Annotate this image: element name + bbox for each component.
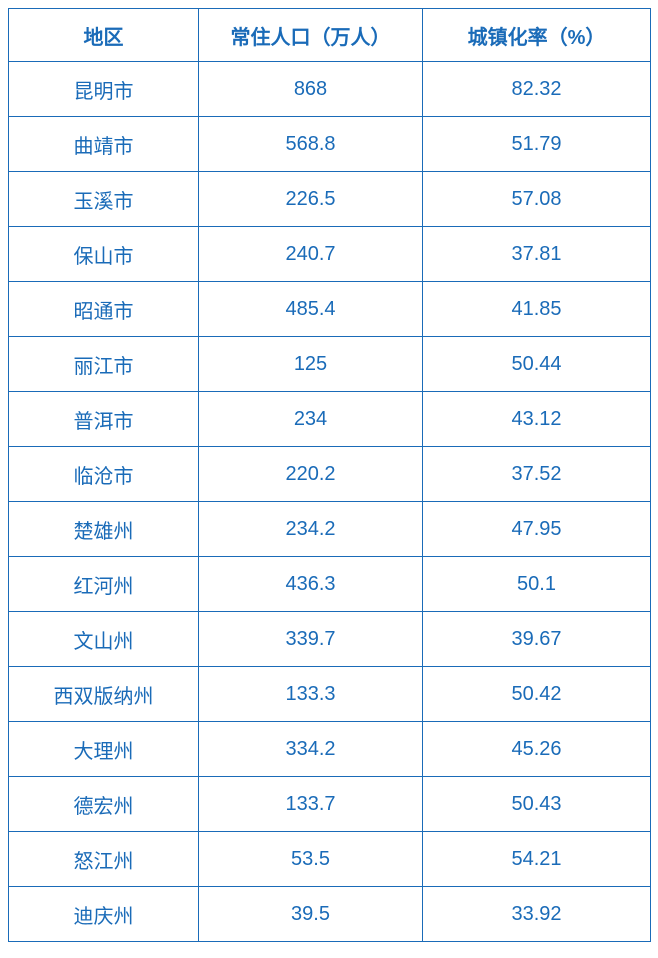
- table-header-row: 地区 常住人口（万人） 城镇化率（%）: [9, 9, 651, 62]
- table-row: 昆明市 868 82.32: [9, 62, 651, 117]
- cell-region: 德宏州: [9, 777, 199, 832]
- cell-urbanization: 51.79: [423, 117, 651, 172]
- table-row: 丽江市 125 50.44: [9, 337, 651, 392]
- cell-region: 临沧市: [9, 447, 199, 502]
- cell-urbanization: 57.08: [423, 172, 651, 227]
- cell-region: 昆明市: [9, 62, 199, 117]
- cell-urbanization: 37.81: [423, 227, 651, 282]
- table-row: 玉溪市 226.5 57.08: [9, 172, 651, 227]
- cell-population: 53.5: [199, 832, 423, 887]
- table-row: 迪庆州 39.5 33.92: [9, 887, 651, 942]
- table-row: 大理州 334.2 45.26: [9, 722, 651, 777]
- cell-region: 丽江市: [9, 337, 199, 392]
- table-row: 楚雄州 234.2 47.95: [9, 502, 651, 557]
- cell-population: 436.3: [199, 557, 423, 612]
- cell-urbanization: 37.52: [423, 447, 651, 502]
- cell-region: 文山州: [9, 612, 199, 667]
- cell-population: 234: [199, 392, 423, 447]
- cell-urbanization: 41.85: [423, 282, 651, 337]
- cell-region: 保山市: [9, 227, 199, 282]
- cell-population: 125: [199, 337, 423, 392]
- cell-population: 868: [199, 62, 423, 117]
- cell-population: 133.7: [199, 777, 423, 832]
- cell-region: 西双版纳州: [9, 667, 199, 722]
- cell-population: 234.2: [199, 502, 423, 557]
- table-row: 红河州 436.3 50.1: [9, 557, 651, 612]
- col-header-urbanization: 城镇化率（%）: [423, 9, 651, 62]
- cell-population: 220.2: [199, 447, 423, 502]
- cell-urbanization: 82.32: [423, 62, 651, 117]
- table-row: 曲靖市 568.8 51.79: [9, 117, 651, 172]
- cell-region: 普洱市: [9, 392, 199, 447]
- cell-region: 楚雄州: [9, 502, 199, 557]
- cell-urbanization: 47.95: [423, 502, 651, 557]
- cell-population: 334.2: [199, 722, 423, 777]
- table-row: 普洱市 234 43.12: [9, 392, 651, 447]
- cell-population: 133.3: [199, 667, 423, 722]
- cell-population: 485.4: [199, 282, 423, 337]
- table-row: 临沧市 220.2 37.52: [9, 447, 651, 502]
- table-row: 德宏州 133.7 50.43: [9, 777, 651, 832]
- cell-region: 玉溪市: [9, 172, 199, 227]
- table-row: 怒江州 53.5 54.21: [9, 832, 651, 887]
- table-row: 保山市 240.7 37.81: [9, 227, 651, 282]
- cell-urbanization: 50.43: [423, 777, 651, 832]
- cell-region: 曲靖市: [9, 117, 199, 172]
- cell-urbanization: 54.21: [423, 832, 651, 887]
- cell-region: 大理州: [9, 722, 199, 777]
- col-header-region: 地区: [9, 9, 199, 62]
- cell-urbanization: 39.67: [423, 612, 651, 667]
- cell-population: 568.8: [199, 117, 423, 172]
- cell-population: 240.7: [199, 227, 423, 282]
- cell-urbanization: 50.44: [423, 337, 651, 392]
- cell-urbanization: 43.12: [423, 392, 651, 447]
- cell-population: 339.7: [199, 612, 423, 667]
- table-body: 昆明市 868 82.32 曲靖市 568.8 51.79 玉溪市 226.5 …: [9, 62, 651, 942]
- cell-urbanization: 50.1: [423, 557, 651, 612]
- cell-region: 怒江州: [9, 832, 199, 887]
- table-row: 西双版纳州 133.3 50.42: [9, 667, 651, 722]
- population-table: 地区 常住人口（万人） 城镇化率（%） 昆明市 868 82.32 曲靖市 56…: [8, 8, 651, 942]
- cell-population: 39.5: [199, 887, 423, 942]
- cell-region: 迪庆州: [9, 887, 199, 942]
- cell-population: 226.5: [199, 172, 423, 227]
- cell-urbanization: 33.92: [423, 887, 651, 942]
- table-row: 文山州 339.7 39.67: [9, 612, 651, 667]
- cell-region: 红河州: [9, 557, 199, 612]
- table-row: 昭通市 485.4 41.85: [9, 282, 651, 337]
- cell-region: 昭通市: [9, 282, 199, 337]
- cell-urbanization: 50.42: [423, 667, 651, 722]
- cell-urbanization: 45.26: [423, 722, 651, 777]
- col-header-population: 常住人口（万人）: [199, 9, 423, 62]
